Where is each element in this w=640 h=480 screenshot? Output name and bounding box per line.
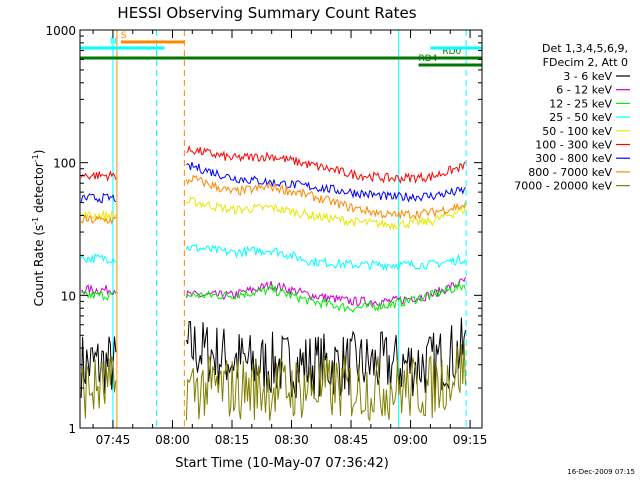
axes: 1 10 100 1000 07:45 08:00 08:15 08:30 08:45 09:00… <box>45 24 487 447</box>
series-line-7-seg-0 <box>80 214 117 226</box>
chart-title: HESSI Observing Summary Count Rates <box>117 4 416 22</box>
x-tick-label-6: 09:15 <box>453 433 488 447</box>
legend-label-7: 800 - 7000 keV <box>528 166 612 179</box>
series-line-7-seg-1 <box>185 174 466 220</box>
flag-label-3: RD0 <box>442 47 461 57</box>
x-tick-label-0: 07:45 <box>96 433 131 447</box>
series-line-0-seg-1 <box>185 317 466 398</box>
plot-area: SN RD0 RD4 <box>80 30 482 428</box>
flag-label-4: RD4 <box>419 54 438 64</box>
x-tick-label-2: 08:15 <box>215 433 250 447</box>
legend-label-0: 3 - 6 keV <box>563 70 612 83</box>
plot-frame <box>79 29 483 429</box>
legend-label-1: 6 - 12 keV <box>556 84 612 97</box>
series-line-2-seg-0 <box>81 290 117 301</box>
series-line-5-seg-0 <box>80 170 117 182</box>
series-line-5-seg-1 <box>186 144 466 185</box>
y-tick-label-1: 10 <box>61 289 76 303</box>
legend: Det 1,3,4,5,6,9, FDecim 2, Att 0 3 - 6 k… <box>514 42 630 193</box>
y-axis-label: Count Rate (s-1 detector-1) <box>31 150 46 307</box>
series-line-3-seg-0 <box>80 253 117 264</box>
series-line-8-seg-1 <box>185 342 466 422</box>
series-line-2-seg-1 <box>185 280 466 313</box>
series-line-4-seg-1 <box>185 196 466 231</box>
x-axis-label: Start Time (10-May-07 07:36:42) <box>175 456 389 471</box>
footer-timestamp: 16-Dec-2009 07:15 <box>567 468 635 476</box>
x-tick-label-3: 08:30 <box>274 433 309 447</box>
y-tick-label-2: 100 <box>53 157 76 171</box>
legend-label-6: 300 - 800 keV <box>535 152 612 165</box>
series-line-0-seg-0 <box>80 336 117 398</box>
legend-header-line-1: Det 1,3,4,5,6,9, <box>542 42 628 55</box>
series-line-1-seg-1 <box>185 276 466 307</box>
flag-label-0: S <box>121 31 127 41</box>
y-tick-label-0: 1 <box>68 422 76 436</box>
legend-header-line-2: FDecim 2, Att 0 <box>543 56 628 69</box>
x-tick-label-1: 08:00 <box>155 433 190 447</box>
legend-label-3: 25 - 50 keV <box>549 111 612 124</box>
legend-label-8: 7000 - 20000 keV <box>514 180 612 193</box>
series-line-6-seg-0 <box>80 192 117 204</box>
legend-label-5: 100 - 300 keV <box>535 139 612 152</box>
x-tick-label-5: 09:00 <box>393 433 428 447</box>
series-line-6-seg-1 <box>186 161 466 203</box>
series-line-8-seg-0 <box>80 356 117 419</box>
y-tick-label-3: 1000 <box>45 24 76 38</box>
x-tick-label-4: 08:45 <box>334 433 369 447</box>
flag-label-1: N <box>110 37 117 47</box>
legend-label-2: 12 - 25 keV <box>549 97 612 110</box>
legend-label-4: 50 - 100 keV <box>542 125 612 138</box>
series-line-3-seg-1 <box>185 243 466 272</box>
